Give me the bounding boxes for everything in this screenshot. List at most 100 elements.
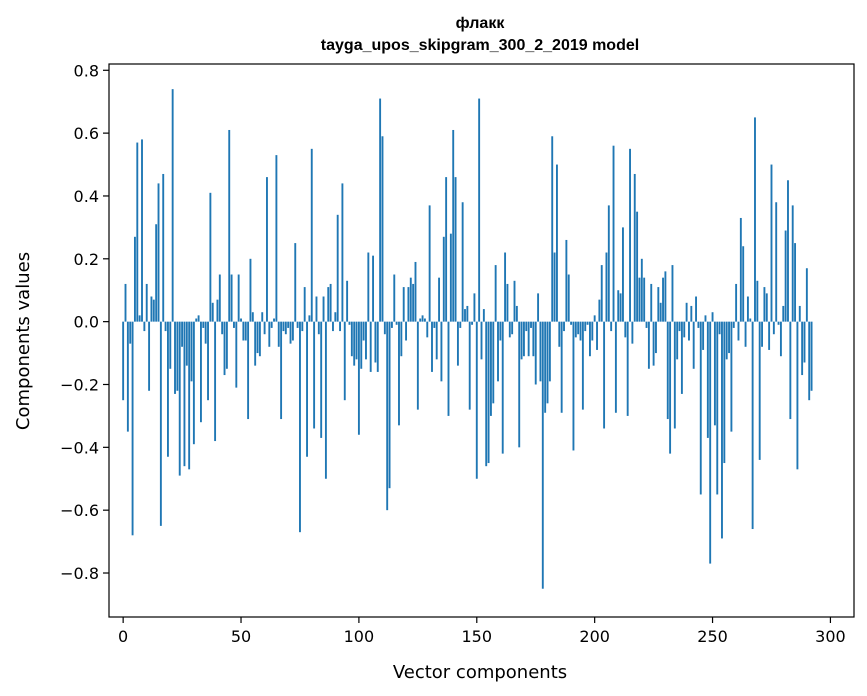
bar	[591, 321, 594, 341]
y-tick-label: −0.8	[60, 564, 99, 583]
bar	[275, 155, 278, 322]
bar	[626, 321, 629, 416]
bar	[581, 321, 584, 410]
bar	[336, 214, 339, 322]
bar	[348, 321, 351, 325]
y-tick-label: −0.6	[60, 501, 99, 520]
bar	[131, 321, 134, 536]
bar	[468, 321, 471, 410]
bar	[487, 321, 490, 464]
bar	[324, 321, 327, 479]
bar	[784, 230, 787, 322]
bar	[449, 233, 452, 322]
bar	[718, 321, 721, 335]
bar	[697, 321, 700, 328]
bar	[772, 321, 775, 335]
bar	[426, 321, 429, 338]
bar	[711, 312, 714, 322]
bar	[379, 98, 382, 322]
bar	[567, 274, 570, 322]
bar	[732, 321, 735, 328]
bar	[744, 321, 747, 347]
bar	[393, 274, 396, 322]
bar	[341, 183, 344, 322]
bar	[332, 321, 334, 332]
bar	[633, 173, 636, 322]
bar	[188, 321, 191, 470]
bar	[435, 321, 438, 360]
bar	[133, 236, 136, 322]
bar	[629, 148, 631, 322]
bar	[513, 280, 516, 322]
bar	[367, 252, 370, 322]
bar	[251, 312, 254, 322]
bar	[713, 321, 716, 426]
bar	[402, 287, 405, 322]
bar	[669, 321, 672, 454]
bar	[141, 139, 143, 322]
x-axis-label: Vector components	[393, 662, 567, 683]
bar	[572, 321, 575, 451]
bar	[235, 321, 238, 388]
bar	[268, 321, 271, 347]
bar	[414, 261, 417, 322]
bar	[310, 148, 313, 322]
bar	[200, 321, 202, 423]
bar	[343, 321, 346, 401]
bar	[400, 321, 403, 357]
y-tick-label: 0.6	[74, 124, 99, 143]
bar	[662, 277, 664, 322]
bar	[664, 271, 667, 322]
bar	[225, 321, 228, 369]
bar	[749, 318, 752, 322]
bar	[419, 318, 422, 322]
bar	[438, 277, 441, 322]
bar	[593, 315, 596, 322]
bar	[263, 321, 266, 335]
bar	[709, 321, 712, 564]
bar	[381, 136, 384, 322]
bar	[659, 302, 662, 322]
x-tick-label: 50	[231, 627, 251, 646]
bar	[240, 318, 242, 322]
bar	[398, 321, 400, 426]
bar	[586, 321, 589, 325]
bar	[214, 321, 217, 442]
x-tick-label: 150	[462, 627, 493, 646]
bar	[666, 321, 669, 420]
bar	[390, 321, 393, 328]
bar	[779, 321, 782, 357]
bar	[362, 321, 365, 341]
bar	[445, 177, 448, 322]
bar	[683, 321, 686, 338]
bar	[355, 321, 358, 360]
chart-title: флакк	[456, 15, 506, 32]
bar	[126, 321, 129, 432]
bar	[638, 277, 641, 322]
bar	[266, 177, 268, 322]
bar	[221, 321, 224, 335]
bar	[655, 321, 657, 354]
y-tick-label: 0.2	[74, 250, 99, 269]
bar	[725, 321, 728, 360]
bar	[138, 315, 141, 322]
bar	[294, 243, 297, 322]
bar	[551, 136, 554, 322]
bar	[805, 268, 808, 322]
bar	[723, 321, 726, 464]
bar	[589, 321, 591, 357]
y-axis: −0.8 −0.6 −0.4 −0.2 0.0 0.2 0.4 0.6 0.8	[60, 61, 109, 583]
bar	[647, 321, 650, 369]
bar	[162, 173, 165, 322]
bar	[525, 321, 528, 332]
bar	[504, 252, 507, 322]
bar	[428, 205, 431, 322]
bar	[640, 258, 643, 322]
bar	[317, 321, 320, 335]
bar	[676, 321, 679, 360]
bar	[372, 255, 374, 322]
bar	[730, 321, 733, 432]
bar	[584, 321, 587, 332]
bar	[690, 305, 693, 322]
bar	[475, 321, 478, 479]
